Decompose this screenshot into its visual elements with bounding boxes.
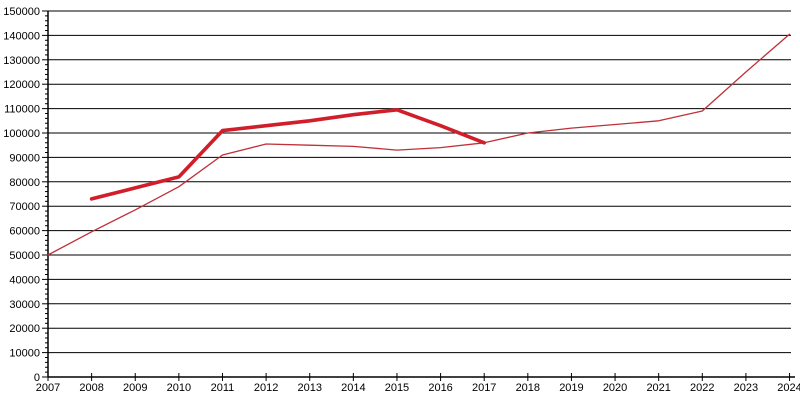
x-tick-label: 2009: [123, 382, 147, 394]
x-tick-label: 2007: [36, 382, 60, 394]
x-tick-label: 2017: [472, 382, 496, 394]
x-tick-label: 2014: [341, 382, 365, 394]
x-tick-label: 2012: [254, 382, 278, 394]
y-tick-label: 110000: [4, 104, 40, 116]
x-tick-label: 2008: [79, 382, 103, 394]
y-tick-label: 50000: [9, 250, 40, 262]
bold-red-line: [89, 108, 487, 201]
x-tick-label: 2010: [167, 382, 191, 394]
x-tick-label: 2024: [777, 382, 800, 394]
y-tick-label: 70000: [9, 201, 40, 213]
x-tick-label: 2018: [516, 382, 540, 394]
x-tick-label: 2015: [385, 382, 409, 394]
y-tick-label: 20000: [9, 323, 40, 335]
y-tick-label: 0: [34, 372, 40, 384]
y-tick-label: 140000: [3, 30, 40, 42]
x-tick-label: 2021: [646, 382, 670, 394]
x-tick-label: 2023: [734, 382, 758, 394]
y-tick-label: 40000: [9, 274, 40, 286]
x-tick-label: 2019: [559, 382, 583, 394]
y-tick-label: 150000: [3, 6, 40, 18]
y-tick-label: 120000: [3, 79, 40, 91]
y-tick-label: 130000: [3, 55, 40, 67]
x-tick-label: 2016: [428, 382, 452, 394]
thin-red-line: [47, 33, 791, 256]
x-tick-label: 2022: [690, 382, 714, 394]
y-tick-label: 30000: [9, 299, 40, 311]
y-tick-label: 60000: [9, 226, 40, 238]
y-tick-label: 100000: [3, 128, 40, 140]
x-tick-label: 2020: [603, 382, 627, 394]
y-tick-label: 80000: [9, 177, 40, 189]
x-tick-label: 2011: [211, 382, 235, 394]
x-tick-label: 2013: [297, 382, 321, 394]
y-tick-label: 90000: [9, 152, 40, 164]
y-tick-label: 10000: [9, 348, 40, 360]
